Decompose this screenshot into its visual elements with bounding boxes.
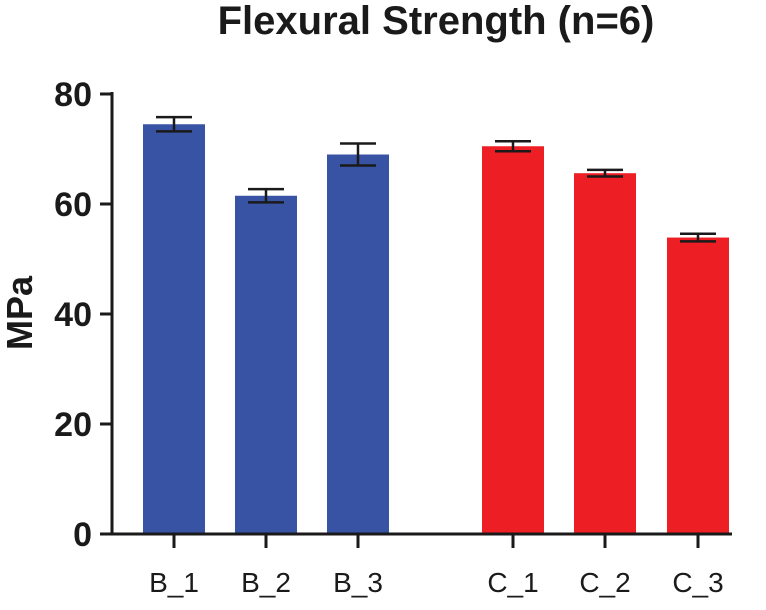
y-tick-label: 0 bbox=[73, 516, 92, 554]
bar-c-1 bbox=[482, 146, 544, 534]
error-bar bbox=[340, 142, 376, 167]
y-tick-label: 40 bbox=[54, 296, 92, 334]
error-bar bbox=[587, 168, 623, 178]
error-bars bbox=[156, 115, 716, 243]
x-tick-label: B_1 bbox=[149, 567, 199, 598]
y-tick-label: 80 bbox=[54, 76, 92, 114]
y-axis: 0 20 40 60 80 bbox=[54, 76, 114, 554]
chart-title: Flexural Strength (n=6) bbox=[218, 0, 655, 43]
bar-c-3 bbox=[667, 237, 729, 535]
bar-b-2 bbox=[235, 195, 297, 534]
error-bar bbox=[680, 232, 716, 243]
bar-c-2 bbox=[574, 173, 636, 534]
y-axis-title: MPa bbox=[0, 275, 40, 350]
x-tick-label: B_2 bbox=[241, 567, 291, 598]
error-bar bbox=[248, 187, 284, 204]
x-axis: B_1 B_2 B_3 C_1 C_2 C_3 bbox=[110, 532, 732, 598]
x-tick-label: B_3 bbox=[333, 567, 383, 598]
x-tick-label: C_3 bbox=[672, 567, 723, 598]
y-tick-label: 60 bbox=[54, 186, 92, 224]
error-bar bbox=[495, 140, 531, 153]
bars bbox=[143, 124, 729, 535]
y-tick-label: 20 bbox=[54, 406, 92, 444]
bar-b-3 bbox=[327, 154, 389, 534]
x-tick-label: C_1 bbox=[487, 567, 538, 598]
bar-b-1 bbox=[143, 124, 205, 534]
x-tick-label: C_2 bbox=[579, 567, 630, 598]
error-bar bbox=[156, 115, 192, 133]
